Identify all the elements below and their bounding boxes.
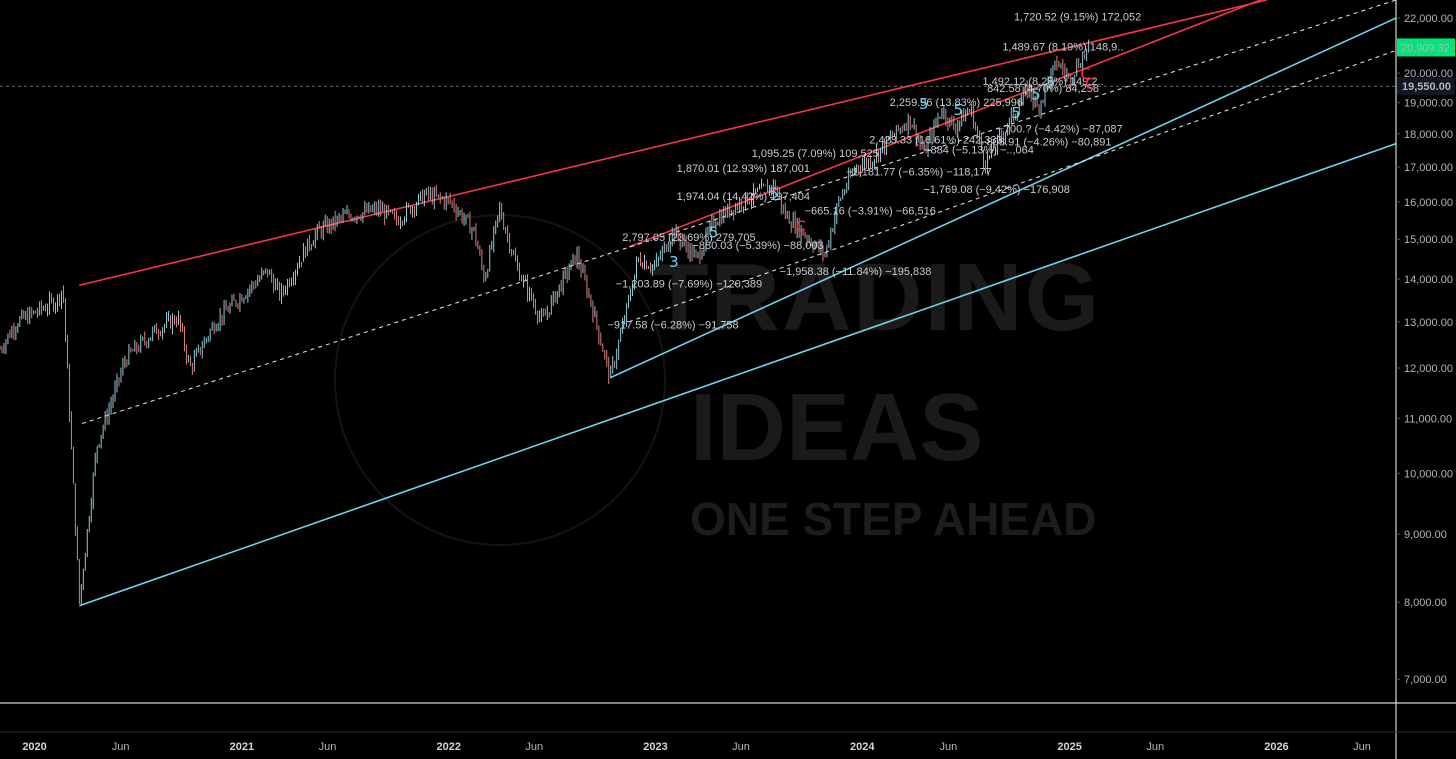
price-tick-label: 14,000.00 (1404, 274, 1453, 286)
measurement-label: −1,769.08 (−9.42%) −176,908 (923, 184, 1069, 196)
price-series (0, 39, 1090, 605)
time-tick-label: 2025 (1057, 741, 1081, 753)
time-tick-label: Jun (112, 741, 130, 753)
time-tick-label: 2023 (643, 741, 667, 753)
wave-label: C (1085, 75, 1095, 93)
measurement-label: 1,492.12 (8.28%) 149,2.. (982, 76, 1103, 88)
wave-label: 3 (669, 253, 679, 271)
price-tick-label: 12,000.00 (1404, 363, 1453, 375)
measurement-label: 1,095.25 (7.09%) 109,525 (752, 148, 879, 160)
price-tick-label: 10,000.00 (1404, 468, 1453, 480)
time-tick-label: 2020 (22, 741, 46, 753)
price-tick-label: 17,000.00 (1404, 162, 1453, 174)
measurement-label: 1,974.04 (14.42%) 197,404 (677, 191, 810, 203)
price-tick-label: 15,000.00 (1404, 234, 1453, 246)
measurement-label: 2,259.96 (13.83%) 225,996 (890, 97, 1023, 109)
measurement-label: −1,958.38 (−11.84%) −195,838 (780, 266, 932, 278)
price-tick-label: 22,000.00 (1404, 13, 1453, 25)
wave-label: 5 (1031, 86, 1041, 104)
watermark: TRADING IDEAS ONE STEP AHEAD (334, 214, 1101, 546)
measurement-label: −700.? (−4.42%) −87,087 (997, 123, 1122, 135)
price-tick-label: 13,000.00 (1404, 317, 1453, 329)
measurement-label: 1,489.67 (8.19%) 148,9.. (1002, 41, 1123, 53)
crosshair-badge (1397, 77, 1455, 96)
time-tick-label: Jun (525, 741, 543, 753)
wave-label: 5 (1011, 104, 1021, 122)
measurement-label: 2,423.33 (16.61%) 242,333 (869, 135, 1002, 147)
time-tick-label: Jun (319, 741, 337, 753)
trendline-red-upper[interactable] (79, 0, 1268, 287)
trendline-blue-lower[interactable] (79, 142, 1397, 607)
wave-label: C (1080, 65, 1090, 83)
measurement-label: −1,181.77 (−6.35%) −118,177 (846, 166, 992, 178)
measurement-label: −880.03 (−5.39%) −88,003 (692, 240, 823, 252)
trendlines[interactable] (79, 0, 1397, 607)
time-tick-label: Jun (1146, 741, 1164, 753)
wave-label: 5 (954, 101, 964, 119)
wave-label: C (795, 218, 805, 236)
crosshair-price-label: 19,550.00 (1402, 81, 1451, 93)
wave-label: 5 (1046, 74, 1056, 92)
measurement-label: −665.16 (−3.91%) −66,516 (805, 206, 936, 218)
trendline-dash-mid[interactable] (81, 0, 1397, 425)
price-tick-label: 7,000.00 (1404, 674, 1447, 686)
time-tick-label: Jun (940, 741, 958, 753)
price-tick-label: 16,000.00 (1404, 197, 1453, 209)
price-tick-label: 18,000.00 (1404, 129, 1453, 141)
time-tick-label: Jun (732, 741, 750, 753)
price-tick-label: 20,000.00 (1404, 68, 1453, 80)
watermark-line2: IDEAS (690, 374, 983, 481)
price-tick-label: 9,000.00 (1404, 529, 1447, 541)
time-tick-label: 2024 (850, 741, 875, 753)
wave-label: 5 (919, 95, 929, 113)
measurement-label: −1,203.89 (−7.69%) −120,389 (616, 278, 762, 290)
price-tick-label: 8,000.00 (1404, 597, 1447, 609)
wave-label: 5 (709, 223, 719, 241)
measurement-annotations: 1,720.52 (9.15%) 172,052 1,489.67 (8.19%)… (607, 12, 1141, 332)
watermark-line1: TRADING (650, 244, 1101, 351)
wave-label: 5 (769, 184, 779, 202)
measurement-label: 2,797.05 (23.69%) 279,705 (622, 232, 755, 244)
time-tick-label: 2022 (436, 741, 460, 753)
measurement-label: 842.58 (4.70%) 84,258 (987, 83, 1099, 95)
last-price-badge (1397, 38, 1455, 57)
price-tick-label: 11,000.00 (1404, 413, 1452, 425)
time-tick-label: 2026 (1264, 741, 1288, 753)
time-tick-label: Jun (1353, 741, 1371, 753)
measurement-label: −808.91 (−4.26%) −80,891 (980, 136, 1111, 148)
measurement-label: 1,720.52 (9.15%) 172,052 (1014, 12, 1141, 24)
price-tick-label: 19,000.00 (1404, 98, 1453, 110)
measurement-label: −917.58 (−6.28%) −91,758 (607, 320, 738, 332)
watermark-logo-icon (334, 214, 666, 546)
last-price-label: 20,909.32 (1401, 42, 1450, 54)
watermark-line3: ONE STEP AHEAD (690, 493, 1096, 545)
trendline-blue-lower-steep[interactable] (609, 17, 1397, 379)
measurement-label: −884 (−5.13%) −..,064 (924, 145, 1034, 157)
time-tick-label: 2021 (230, 741, 254, 753)
measurement-label: 1,870.01 (12.93%) 187,001 (677, 163, 810, 175)
